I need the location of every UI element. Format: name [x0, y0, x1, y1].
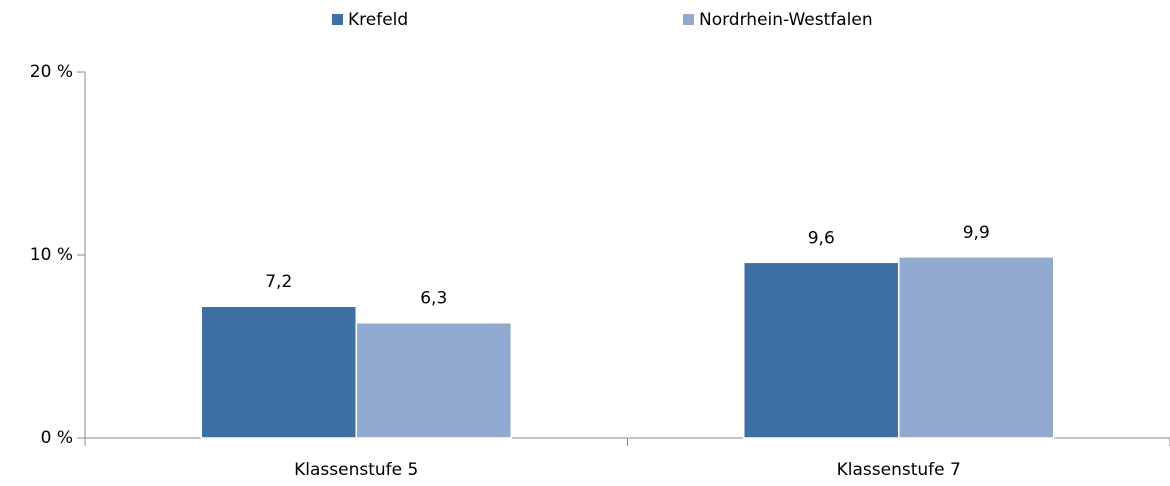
value-label: 7,2 — [265, 272, 292, 292]
legend-label: Krefeld — [348, 10, 408, 30]
legend-label: Nordrhein-Westfalen — [699, 10, 873, 30]
y-tick-label: 20 % — [30, 62, 73, 82]
bar — [200, 305, 357, 439]
y-tick-label: 0 % — [41, 428, 73, 448]
x-tick-label: Klassenstufe 5 — [294, 460, 418, 480]
value-label: 9,6 — [808, 228, 835, 248]
value-label: 9,9 — [963, 223, 990, 243]
value-label: 6,3 — [420, 289, 447, 309]
legend-swatch — [332, 14, 343, 25]
x-tick-label: Klassenstufe 7 — [837, 460, 961, 480]
bar — [898, 256, 1055, 439]
y-tick-label: 10 % — [30, 245, 73, 265]
legend-swatch — [683, 14, 694, 25]
bar — [743, 261, 900, 439]
bar — [355, 321, 512, 439]
